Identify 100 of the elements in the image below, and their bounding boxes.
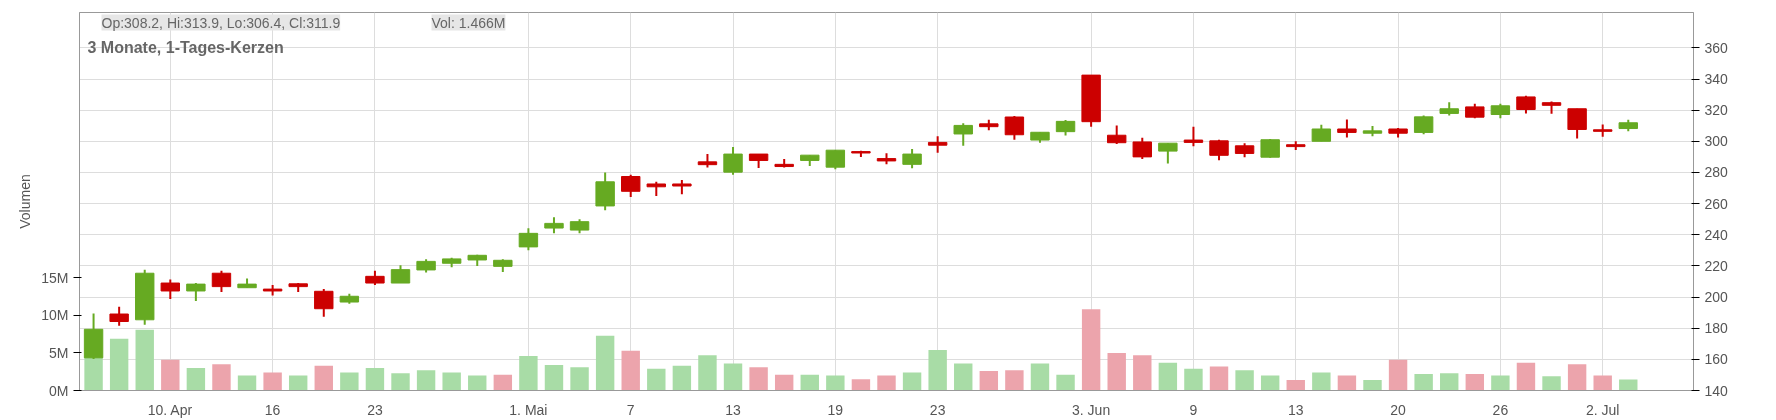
y-tick-label: 360 (1704, 39, 1729, 56)
bar (1337, 375, 1357, 391)
bar (186, 367, 206, 391)
bar (1312, 372, 1331, 391)
y-tick-label: 160 (1704, 351, 1729, 368)
bar (1005, 370, 1024, 391)
candlestick (825, 149, 846, 171)
bar (391, 373, 410, 391)
bar (212, 364, 231, 391)
bar (1440, 373, 1459, 391)
bar (1184, 368, 1203, 391)
bar (1158, 362, 1178, 391)
bar (263, 372, 282, 391)
candlestick (1107, 124, 1127, 146)
candlestick (518, 227, 539, 252)
bar (1363, 379, 1382, 391)
y2-axis-title: Volumen (17, 174, 34, 229)
bar (851, 379, 871, 391)
bar (493, 374, 513, 391)
bar (340, 372, 359, 391)
bar (672, 365, 692, 391)
bar (595, 335, 615, 391)
annotation: Vol: 1.466M (431, 14, 506, 31)
y2-tick-label: 15M (41, 269, 69, 286)
x-tick-label: 7 (626, 401, 635, 418)
bar (774, 374, 794, 391)
candlestick (314, 288, 334, 318)
bar (621, 350, 640, 391)
bar (877, 375, 896, 391)
bar (647, 368, 666, 391)
bar (570, 367, 589, 391)
bar (288, 375, 308, 391)
x-tick-label: 26 (1492, 401, 1509, 418)
y2-tick-label: 5M (49, 344, 69, 361)
bar (1030, 363, 1050, 391)
bar (902, 372, 922, 391)
bar (365, 367, 385, 391)
candlestick (1567, 107, 1587, 140)
y-tick-label: 140 (1704, 382, 1729, 399)
bar (416, 370, 436, 391)
candlestick (621, 173, 641, 199)
y-tick-label: 240 (1704, 226, 1729, 243)
bar (1209, 366, 1229, 391)
y2-tick-label: 10M (41, 307, 69, 324)
candlestick (1158, 142, 1178, 165)
y-tick-label: 200 (1704, 289, 1729, 306)
bar (954, 363, 973, 391)
bar (928, 349, 947, 391)
y-tick-label: 260 (1704, 195, 1729, 212)
bar (1081, 309, 1101, 391)
candlestick (902, 148, 922, 170)
bar (1414, 373, 1433, 391)
bar (1491, 375, 1510, 391)
bar (800, 374, 819, 391)
bar (979, 370, 999, 391)
candlestick (1132, 136, 1152, 161)
y2-tick-label: 0M (49, 382, 69, 399)
bar (1107, 352, 1126, 391)
x-tick-label: 10. Apr (147, 401, 193, 418)
bar (749, 367, 768, 391)
bar (135, 329, 154, 391)
bar (698, 355, 717, 391)
y-tick-label: 320 (1704, 102, 1729, 119)
x-tick-label: 16 (264, 401, 281, 418)
x-tick-label: 13 (725, 401, 742, 418)
y-tick-label: 220 (1704, 257, 1729, 274)
bar (161, 359, 180, 391)
candlestick (1183, 125, 1204, 148)
x-tick-label: 1. Mai (509, 401, 548, 418)
bar (1286, 379, 1305, 391)
x-tick-label: 19 (827, 401, 844, 418)
bar (826, 375, 845, 391)
candlestick (953, 122, 973, 147)
bar (723, 363, 743, 391)
bar (1619, 379, 1638, 391)
bar (544, 364, 564, 391)
x-tick-label: 3. Jun (1072, 401, 1111, 418)
candlestick (109, 305, 129, 327)
x-tick-label: 23 (367, 401, 383, 418)
bar (1593, 375, 1612, 391)
bar (1133, 355, 1152, 391)
bar (237, 375, 257, 391)
bar (1260, 375, 1280, 391)
bar (1542, 376, 1561, 391)
candlestick (160, 278, 181, 301)
bar (1567, 364, 1587, 391)
x-tick-label: 23 (929, 401, 946, 418)
bar (1235, 370, 1254, 391)
bar (468, 375, 487, 391)
x-tick-label: 20 (1390, 401, 1407, 418)
bar (519, 355, 538, 391)
bar (1056, 374, 1075, 391)
x-tick-label: 13 (1287, 401, 1304, 418)
x-tick-label: 9 (1189, 401, 1198, 418)
y-tick-label: 180 (1704, 320, 1729, 337)
candlestick (723, 145, 743, 176)
y-tick-label: 280 (1704, 164, 1729, 181)
bar (314, 365, 333, 391)
bar (442, 372, 461, 391)
y-tick-label: 300 (1704, 133, 1729, 150)
